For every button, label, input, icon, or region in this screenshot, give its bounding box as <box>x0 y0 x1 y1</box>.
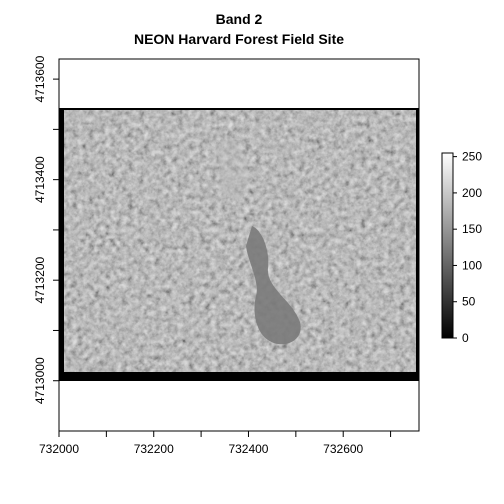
colorbar-tick-label: 200 <box>462 186 482 200</box>
chart-title: Band 2 <box>216 11 263 27</box>
raster-texture <box>64 110 416 372</box>
raster-light-clearing <box>217 139 249 199</box>
colorbar-tick-label: 50 <box>462 295 476 309</box>
y-tick-label: 4713000 <box>33 357 47 404</box>
y-axis: 4713000 4713200 4713400 4713600 <box>33 55 59 404</box>
x-tick-label: 732000 <box>39 442 79 456</box>
raster-dark-path <box>246 226 301 345</box>
colorbar-tick-label: 0 <box>462 331 469 345</box>
raster-overlay <box>64 110 416 372</box>
colorbar-scale <box>441 152 454 339</box>
x-tick-label: 732600 <box>323 442 363 456</box>
x-axis: 732000 732200 732400 732600 <box>39 431 392 456</box>
colorbar-tick-label: 150 <box>462 222 482 236</box>
y-tick-label: 4713200 <box>33 257 47 304</box>
chart-subtitle: NEON Harvard Forest Field Site <box>134 31 344 47</box>
x-tick-label: 732200 <box>134 442 174 456</box>
colorbar: 0 50 100 150 200 250 <box>441 150 482 345</box>
colorbar-tick-label: 100 <box>462 258 482 272</box>
y-tick-label: 4713400 <box>33 156 47 203</box>
colorbar-tick-label: 250 <box>462 150 482 164</box>
x-tick-label: 732400 <box>228 442 268 456</box>
raster-image <box>59 108 419 381</box>
y-tick-label: 4713600 <box>33 55 47 102</box>
